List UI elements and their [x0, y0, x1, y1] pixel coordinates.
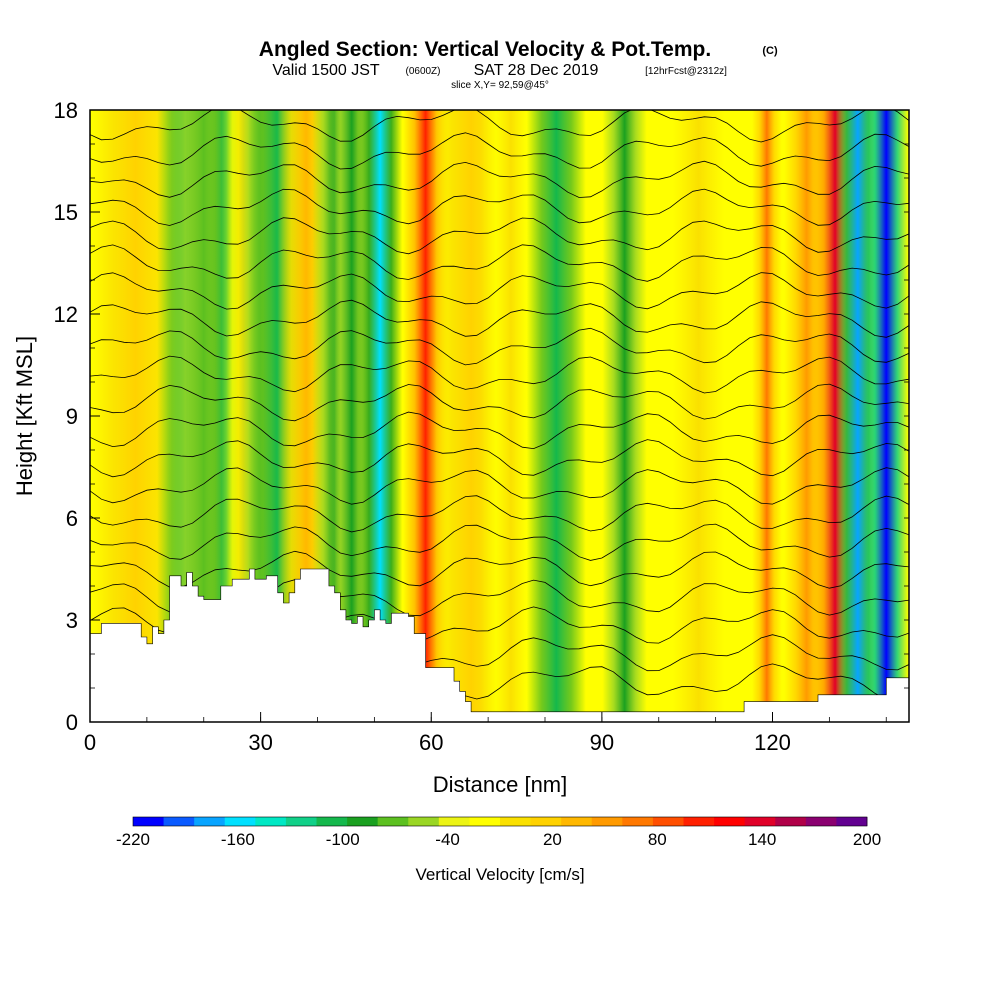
theta-contour: [90, 188, 909, 226]
theta-contour: [90, 244, 909, 282]
y-tick-label: 15: [54, 200, 78, 225]
colorbar-swatch: [224, 817, 256, 826]
velocity-band: [864, 110, 909, 722]
theta-contour: [90, 523, 909, 561]
slice-info: slice X,Y= 92,59@45°: [451, 80, 549, 91]
colorbar-swatch: [377, 817, 409, 826]
theta-contour: [90, 327, 909, 366]
velocity-band: [752, 110, 782, 722]
x-tick-label: 0: [84, 730, 96, 755]
y-tick-label: 9: [66, 404, 78, 429]
y-tick-label: 0: [66, 710, 78, 735]
colorbar-swatch: [561, 817, 593, 826]
chart-title: Angled Section: Vertical Velocity & Pot.…: [259, 38, 711, 61]
colorbar-tick-label: 140: [748, 830, 776, 849]
colorbar-swatch: [316, 817, 348, 826]
colorbar-swatch: [622, 817, 654, 826]
theta-contour: [90, 495, 909, 533]
colorbar-swatch: [836, 817, 868, 826]
theta-contour: [90, 383, 909, 422]
x-tick-label: 60: [419, 730, 443, 755]
y-tick-label: 6: [66, 506, 78, 531]
colorbar-swatch: [805, 817, 837, 826]
colorbar-tick-label: 200: [853, 830, 881, 849]
colorbar-title: Vertical Velocity [cm/s]: [415, 865, 584, 884]
colorbar-swatch: [530, 817, 562, 826]
colorbar-swatch: [652, 817, 684, 826]
colorbar-swatch: [469, 817, 501, 826]
colorbar-tick-label: -40: [435, 830, 460, 849]
theta-contour: [90, 132, 909, 170]
axes: 0 30 60 90 120 0 3 6 9 12 15 18: [54, 98, 909, 755]
colorbar-tick-label: -100: [326, 830, 360, 849]
theta-contour: [90, 467, 909, 505]
colorbar-swatch: [285, 817, 317, 826]
y-tick-label: 3: [66, 608, 78, 633]
colorbar-swatch: [744, 817, 776, 826]
colorbar-swatch: [408, 817, 440, 826]
theta-contour: [90, 299, 909, 338]
velocity-band: [526, 110, 586, 722]
colorbar-swatch: [438, 817, 470, 826]
colorbar-swatch: [133, 817, 164, 826]
valid-time-utc: (0600Z): [405, 66, 440, 77]
colorbar-swatch: [775, 817, 807, 826]
theta-contour: [90, 272, 909, 310]
colorbar-swatch: [163, 817, 195, 826]
theta-contour: [90, 439, 909, 478]
forecast-info: [12hrFcst@2312z]: [645, 66, 727, 77]
theta-contour: [90, 550, 909, 589]
velocity-band: [646, 110, 751, 722]
colorbar-frame: [132, 816, 868, 827]
theta-contour: [90, 355, 909, 394]
theta-contour: [90, 217, 909, 255]
colorbar: -220 -160 -100 -40 20 80 140 200: [116, 816, 881, 849]
colorbar-swatch: [255, 817, 287, 826]
colorbar-tick-label: 80: [648, 830, 667, 849]
valid-time: Valid 1500 JST: [272, 62, 380, 79]
colorbar-tick-label: 20: [543, 830, 562, 849]
colorbar-swatch: [194, 817, 226, 826]
colorbar-tick-label: -220: [116, 830, 150, 849]
chart-title-units: (C): [762, 45, 778, 57]
x-tick-label: 90: [590, 730, 614, 755]
plot-area: [89, 109, 910, 723]
colorbar-swatch: [347, 817, 379, 826]
x-tick-label: 30: [248, 730, 272, 755]
x-tick-label: 120: [754, 730, 791, 755]
colorbar-swatch: [500, 817, 531, 826]
theta-contour: [90, 110, 909, 143]
velocity-band: [602, 110, 647, 722]
colorbar-swatch: [591, 817, 623, 826]
valid-date: SAT 28 Dec 2019: [474, 62, 599, 79]
y-axis-label: Height [Kft MSL]: [12, 336, 37, 496]
theta-contour: [90, 411, 909, 450]
colorbar-tick-label: -160: [221, 830, 255, 849]
terrain: [90, 568, 909, 722]
y-tick-label: 12: [54, 302, 78, 327]
x-axis-label: Distance [nm]: [433, 772, 568, 797]
y-tick-label: 18: [54, 98, 78, 123]
colorbar-swatch: [683, 817, 715, 826]
colorbar-swatch: [714, 817, 746, 826]
theta-contour: [90, 160, 909, 198]
